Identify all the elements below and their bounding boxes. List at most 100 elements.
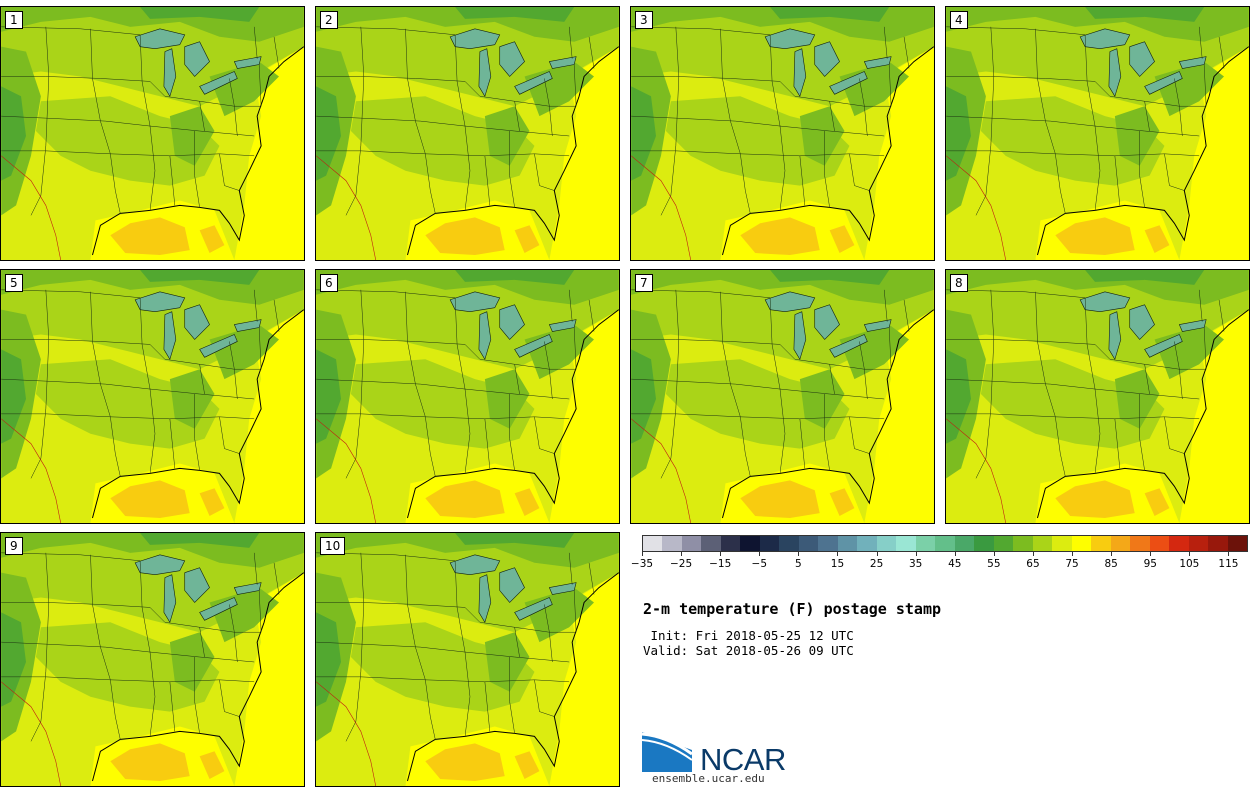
colorbar-tick xyxy=(1189,552,1191,556)
member-number: 5 xyxy=(5,274,23,292)
colorbar-swatch xyxy=(896,536,916,551)
colorbar-tick-label: 105 xyxy=(1179,558,1200,570)
colorbar-tick xyxy=(954,552,956,556)
colorbar-swatch xyxy=(1032,536,1053,551)
colorbar-swatch xyxy=(1071,536,1092,551)
temperature-map xyxy=(316,533,619,786)
member-number: 7 xyxy=(635,274,653,292)
colorbar-swatch xyxy=(974,536,994,551)
ensemble-member-panel-1: 1 xyxy=(0,6,305,261)
colorbar-swatch xyxy=(915,536,936,551)
colorbar-swatch xyxy=(779,536,799,551)
colorbar-tick-label: −5 xyxy=(751,558,768,570)
colorbar-tick xyxy=(1072,552,1074,556)
colorbar-swatch xyxy=(1227,536,1248,551)
temperature-map xyxy=(631,270,934,523)
colorbar-swatch xyxy=(798,536,819,551)
colorbar-swatch xyxy=(662,536,682,551)
valid-time: Valid: Sat 2018-05-26 09 UTC xyxy=(643,643,854,658)
colorbar-swatch xyxy=(701,536,721,551)
colorbar-tick-label: 95 xyxy=(1143,558,1157,570)
colorbar-tick xyxy=(993,552,995,556)
temperature-map xyxy=(316,7,619,260)
colorbar-swatch xyxy=(1208,536,1228,551)
temperature-map xyxy=(1,533,304,786)
colorbar-tick-label: 85 xyxy=(1104,558,1118,570)
colorbar-tick-label: 25 xyxy=(869,558,884,570)
colorbar-tick-label: 15 xyxy=(830,558,845,570)
colorbar-swatch xyxy=(857,536,877,551)
colorbar-swatch xyxy=(1130,536,1150,551)
colorbar-tick-label: 55 xyxy=(987,558,1001,570)
colorbar-tick xyxy=(1228,552,1230,556)
ensemble-member-panel-3: 3 xyxy=(630,6,935,261)
colorbar-tick-label: 65 xyxy=(1026,558,1040,570)
colorbar-tick xyxy=(759,552,761,556)
colorbar-swatch xyxy=(1188,536,1209,551)
member-number: 8 xyxy=(950,274,968,292)
colorbar-tick-label: 115 xyxy=(1218,558,1239,570)
colorbar-swatch xyxy=(954,536,975,551)
colorbar-tick xyxy=(915,552,917,556)
chart-title: 2-m temperature (F) postage stamp xyxy=(643,600,942,618)
colorbar-tick-label: −15 xyxy=(709,558,732,570)
ensemble-member-panel-6: 6 xyxy=(315,269,620,524)
colorbar-tick-label: −25 xyxy=(670,558,693,570)
init-time: Init: Fri 2018-05-25 12 UTC xyxy=(643,628,854,643)
member-number: 10 xyxy=(320,537,346,555)
colorbar-swatch xyxy=(818,536,838,551)
colorbar-swatch xyxy=(681,536,702,551)
ensemble-member-panel-4: 4 xyxy=(945,6,1250,261)
temperature-map xyxy=(946,270,1249,523)
colorbar-swatch xyxy=(643,536,663,551)
colorbar-tick xyxy=(798,552,800,556)
member-number: 6 xyxy=(320,274,338,292)
colorbar-swatch xyxy=(1169,536,1189,551)
colorbar-tick xyxy=(1150,552,1152,556)
temperature-map xyxy=(1,7,304,260)
colorbar-swatch xyxy=(1052,536,1072,551)
colorbar-swatch xyxy=(837,536,858,551)
temperature-map xyxy=(631,7,934,260)
colorbar-tick-label: 45 xyxy=(948,558,962,570)
member-number: 2 xyxy=(320,11,338,29)
website-url: ensemble.ucar.edu xyxy=(652,772,765,785)
colorbar-swatch xyxy=(935,536,955,551)
temperature-map xyxy=(946,7,1249,260)
ensemble-member-panel-5: 5 xyxy=(0,269,305,524)
member-number: 3 xyxy=(635,11,653,29)
ncar-logo-text: NCAR xyxy=(700,742,786,777)
colorbar-tick xyxy=(837,552,839,556)
colorbar-tick xyxy=(681,552,683,556)
colorbar-tick-label: 75 xyxy=(1065,558,1079,570)
colorbar-swatch xyxy=(740,536,760,551)
ensemble-member-panel-2: 2 xyxy=(315,6,620,261)
ensemble-member-panel-7: 7 xyxy=(630,269,935,524)
colorbar-swatch xyxy=(720,536,741,551)
member-number: 1 xyxy=(5,11,23,29)
colorbar-tick-label: −35 xyxy=(630,558,654,570)
temperature-colorbar xyxy=(642,535,1248,552)
colorbar-swatch xyxy=(876,536,897,551)
ncar-logo-icon xyxy=(642,732,693,772)
colorbar-tick xyxy=(1032,552,1034,556)
colorbar-swatch xyxy=(993,536,1014,551)
ensemble-member-panel-9: 9 xyxy=(0,532,305,787)
temperature-map xyxy=(316,270,619,523)
member-number: 9 xyxy=(5,537,23,555)
temperature-map xyxy=(1,270,304,523)
colorbar-swatch xyxy=(1149,536,1170,551)
colorbar-tick-label: 5 xyxy=(795,558,802,570)
ensemble-member-panel-10: 10 xyxy=(315,532,620,787)
colorbar-tick xyxy=(1111,552,1113,556)
colorbar-ticks: −35 −25 −15 −5 5 15 25 35 45 55 65 75 85 95 105 115 xyxy=(631,552,1248,574)
colorbar-tick xyxy=(876,552,878,556)
colorbar-swatch xyxy=(1110,536,1131,551)
colorbar-tick-label: 35 xyxy=(908,558,923,570)
colorbar-tick xyxy=(720,552,722,556)
colorbar-swatch xyxy=(1013,536,1033,551)
ensemble-member-panel-8: 8 xyxy=(945,269,1250,524)
colorbar-swatch xyxy=(1091,536,1111,551)
colorbar-swatch xyxy=(759,536,780,551)
colorbar-tick xyxy=(642,552,643,556)
